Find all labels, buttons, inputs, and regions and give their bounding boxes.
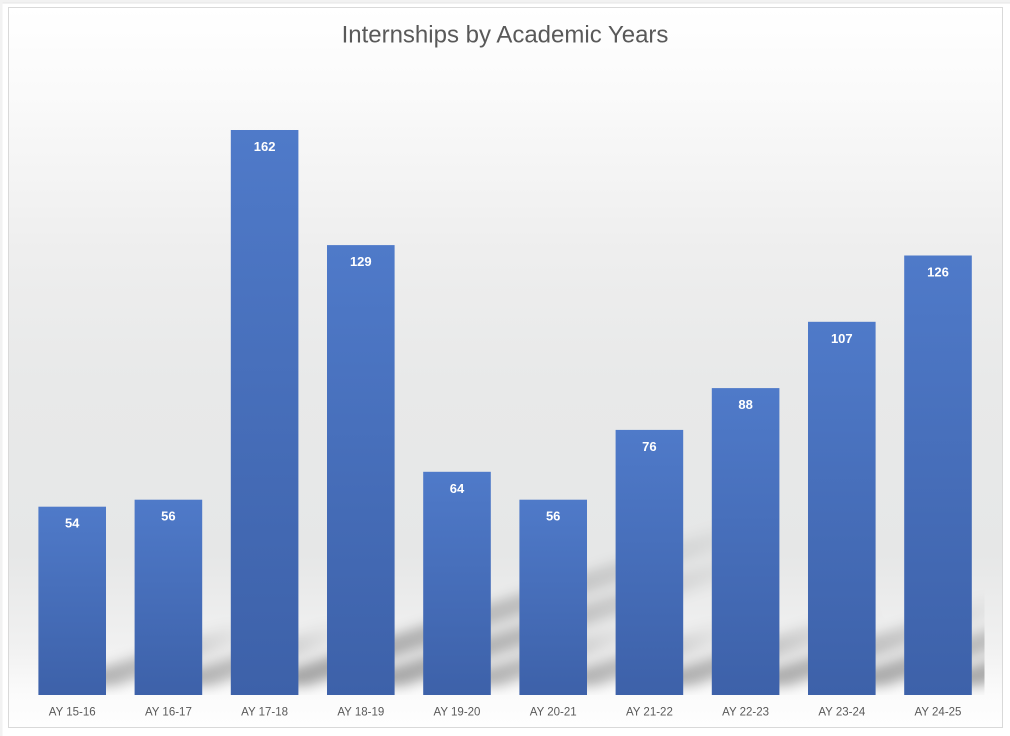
svg-text:AY 18-19: AY 18-19 bbox=[337, 707, 384, 719]
svg-text:56: 56 bbox=[546, 509, 560, 524]
svg-text:AY 21-22: AY 21-22 bbox=[626, 707, 673, 719]
svg-text:AY 24-25: AY 24-25 bbox=[915, 707, 962, 719]
svg-text:76: 76 bbox=[642, 439, 656, 454]
svg-text:AY 19-20: AY 19-20 bbox=[434, 707, 481, 719]
svg-text:56: 56 bbox=[161, 509, 175, 524]
svg-text:129: 129 bbox=[350, 254, 372, 269]
svg-text:AY 23-24: AY 23-24 bbox=[818, 707, 865, 719]
svg-text:AY 22-23: AY 22-23 bbox=[722, 707, 769, 719]
svg-text:Internships by Academic Years: Internships by Academic Years bbox=[342, 22, 669, 49]
svg-text:88: 88 bbox=[738, 397, 752, 412]
svg-text:162: 162 bbox=[254, 139, 276, 154]
svg-text:AY 15-16: AY 15-16 bbox=[49, 707, 96, 719]
svg-text:AY 20-21: AY 20-21 bbox=[530, 707, 577, 719]
svg-text:AY 17-18: AY 17-18 bbox=[241, 707, 288, 719]
svg-text:54: 54 bbox=[65, 516, 80, 531]
svg-text:107: 107 bbox=[831, 331, 853, 346]
svg-text:64: 64 bbox=[450, 481, 465, 496]
svg-text:AY 16-17: AY 16-17 bbox=[145, 707, 192, 719]
svg-text:126: 126 bbox=[927, 265, 949, 280]
